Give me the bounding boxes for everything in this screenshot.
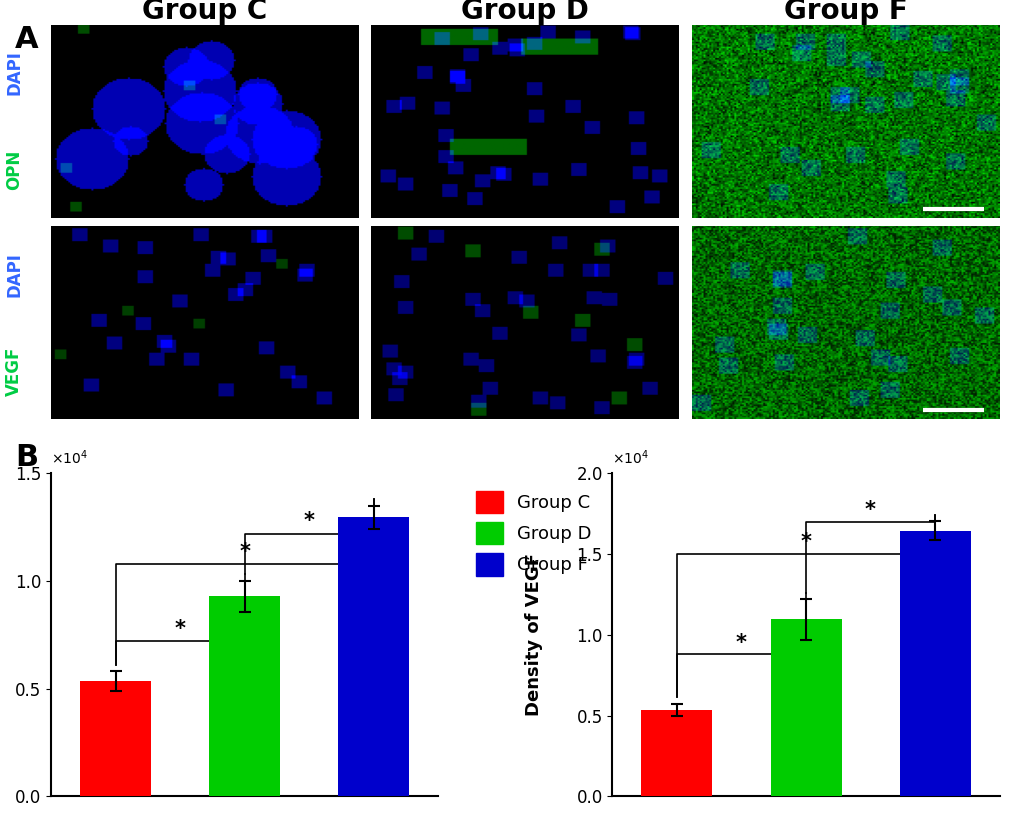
Bar <box>79 681 151 796</box>
Text: $\times 10^4$: $\times 10^4$ <box>611 448 649 467</box>
Text: *: * <box>736 633 746 653</box>
Legend: Group C, Group D, Group F: Group C, Group D, Group F <box>466 483 600 585</box>
Text: OPN: OPN <box>5 149 23 190</box>
Y-axis label: Density of VEGF: Density of VEGF <box>524 553 542 717</box>
Bar <box>338 517 409 796</box>
Text: *: * <box>864 500 875 521</box>
Bar <box>769 620 841 796</box>
Title: Group D: Group D <box>461 0 589 25</box>
Text: B: B <box>15 443 39 472</box>
Text: *: * <box>304 511 314 531</box>
Title: Group C: Group C <box>143 0 267 25</box>
Text: $\times 10^4$: $\times 10^4$ <box>51 448 88 467</box>
Text: DAPI: DAPI <box>5 252 23 296</box>
Text: VEGF: VEGF <box>5 346 23 396</box>
Text: *: * <box>800 533 811 553</box>
Text: *: * <box>238 542 250 562</box>
Bar <box>209 596 280 796</box>
Text: *: * <box>174 619 185 640</box>
Bar <box>641 710 711 796</box>
Bar <box>899 530 970 796</box>
Text: DAPI: DAPI <box>5 51 23 95</box>
Title: Group F: Group F <box>783 0 907 25</box>
Text: A: A <box>15 25 39 53</box>
